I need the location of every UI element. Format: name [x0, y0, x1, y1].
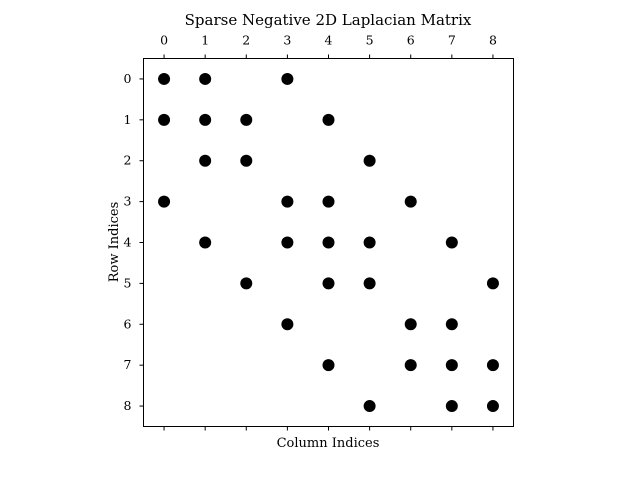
nonzero-entry-marker	[486, 277, 499, 290]
y-tick-label: 5	[124, 275, 132, 290]
nonzero-entry-marker	[158, 72, 171, 85]
nonzero-entry-marker	[199, 72, 212, 85]
y-axis-ticks: 0 1 2 3 4 5 6 7 8	[124, 71, 144, 413]
x-tick-label: 5	[366, 33, 374, 48]
nonzero-entry-marker	[445, 236, 458, 249]
y-tick-label: 1	[124, 112, 132, 127]
nonzero-entry-marker	[322, 359, 335, 372]
nonzero-entry-marker	[199, 154, 212, 167]
y-tick-label: 4	[124, 235, 132, 250]
nonzero-entry-marker	[240, 277, 253, 290]
x-axis-label: Column Indices	[277, 436, 380, 451]
nonzero-entry-marker	[158, 113, 171, 126]
y-tick-label: 0	[124, 71, 132, 86]
nonzero-entry-marker	[322, 277, 335, 290]
nonzero-entry-marker	[363, 236, 376, 249]
x-tick-label: 2	[242, 33, 250, 48]
nonzero-entry-marker	[445, 318, 458, 331]
nonzero-entry-marker	[486, 359, 499, 372]
nonzero-entry-marker	[404, 359, 417, 372]
nonzero-entry-marker	[240, 154, 253, 167]
nonzero-entry-marker	[281, 195, 294, 208]
x-tick-label: 7	[448, 33, 456, 48]
y-axis-label: Row Indices	[107, 202, 122, 283]
nonzero-entry-marker	[158, 195, 171, 208]
nonzero-entry-marker	[445, 359, 458, 372]
nonzero-entry-marker	[281, 72, 294, 85]
nonzero-entry-marker	[240, 113, 253, 126]
x-axis-ticks: 0 1 2 3 4 5 6 7 8	[160, 33, 497, 431]
nonzero-entry-marker	[199, 113, 212, 126]
x-tick-label: 4	[325, 33, 333, 48]
x-tick-label: 0	[160, 33, 168, 48]
nonzero-entry-marker	[363, 154, 376, 167]
nonzero-entry-marker	[404, 195, 417, 208]
x-tick-label: 1	[201, 33, 209, 48]
y-tick-label: 3	[124, 194, 132, 209]
matrix-nonzero-markers	[158, 72, 499, 413]
y-tick-label: 2	[124, 153, 132, 168]
nonzero-entry-marker	[445, 400, 458, 413]
nonzero-entry-marker	[404, 318, 417, 331]
nonzero-entry-marker	[281, 236, 294, 249]
nonzero-entry-marker	[363, 400, 376, 413]
x-tick-label: 8	[489, 33, 497, 48]
y-tick-label: 8	[124, 398, 132, 413]
y-tick-label: 6	[124, 316, 132, 331]
x-tick-label: 6	[407, 33, 415, 48]
nonzero-entry-marker	[322, 236, 335, 249]
y-tick-label: 7	[124, 357, 132, 372]
nonzero-entry-marker	[322, 113, 335, 126]
x-tick-label: 3	[283, 33, 291, 48]
nonzero-entry-marker	[363, 277, 376, 290]
nonzero-entry-marker	[486, 400, 499, 413]
nonzero-entry-marker	[322, 195, 335, 208]
nonzero-entry-marker	[199, 236, 212, 249]
chart-title: Sparse Negative 2D Laplacian Matrix	[185, 11, 472, 29]
nonzero-entry-marker	[281, 318, 294, 331]
